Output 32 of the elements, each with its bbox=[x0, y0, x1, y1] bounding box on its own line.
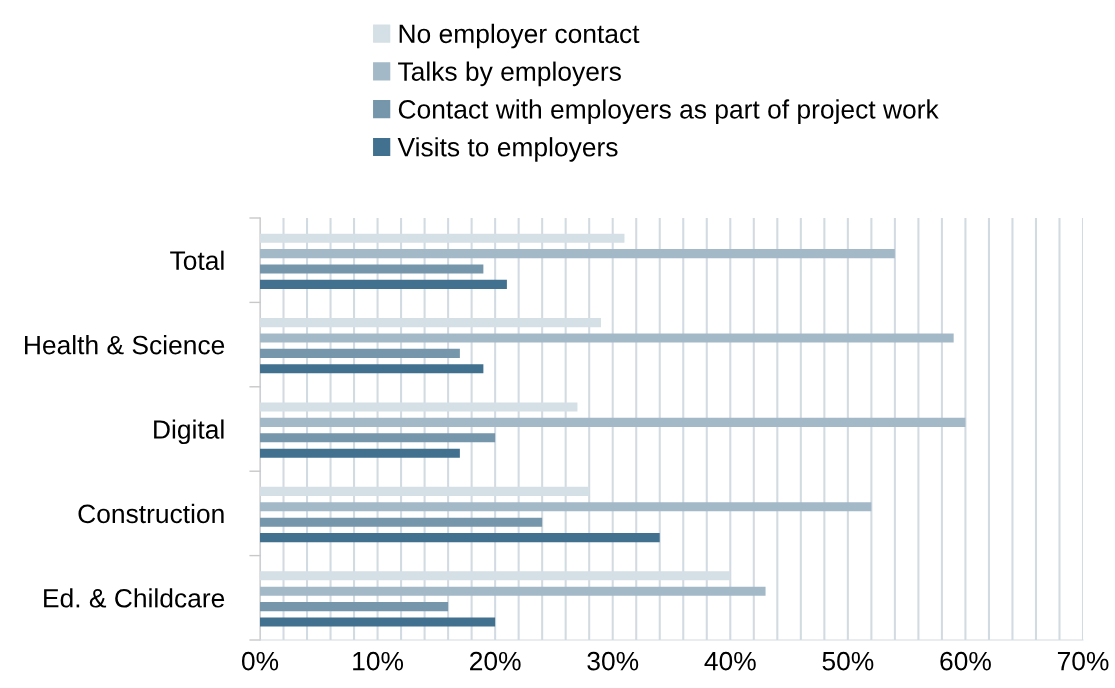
y-tick-label: Total bbox=[170, 250, 224, 271]
x-tick-label: 50% bbox=[822, 651, 874, 671]
bar bbox=[260, 417, 966, 427]
bar bbox=[260, 502, 872, 512]
x-tick-label: 10% bbox=[353, 651, 404, 671]
y-tick-label: Ed. & Childcare bbox=[44, 588, 225, 608]
bar bbox=[260, 448, 460, 458]
bar bbox=[260, 279, 507, 289]
y-tick-label: Construction bbox=[78, 503, 224, 524]
x-tick-label: 40% bbox=[704, 651, 756, 671]
legend-label: No employer contact bbox=[399, 23, 640, 49]
x-tick-label: 20% bbox=[470, 651, 521, 671]
legend-label: Contact with employers as part of project work bbox=[398, 99, 939, 124]
bar bbox=[260, 533, 660, 543]
y-tick-label: Health & Science bbox=[25, 335, 225, 355]
bar bbox=[260, 364, 484, 374]
x-tick-label: 30% bbox=[587, 651, 639, 671]
bar bbox=[260, 333, 954, 343]
bar bbox=[260, 617, 496, 627]
bar bbox=[260, 586, 766, 596]
bar bbox=[260, 348, 460, 358]
bar bbox=[260, 249, 895, 259]
x-tick-label: 60% bbox=[940, 651, 991, 671]
bar bbox=[260, 602, 449, 612]
bar bbox=[260, 264, 484, 274]
bar bbox=[260, 433, 496, 443]
legend-label: Talks by employers bbox=[398, 61, 621, 87]
bar bbox=[260, 517, 543, 527]
legend-label: Visits to employers bbox=[397, 137, 618, 162]
x-tick-label: 0% bbox=[241, 651, 279, 671]
y-tick-label: Digital bbox=[154, 419, 224, 445]
x-tick-label: 70% bbox=[1057, 651, 1109, 671]
